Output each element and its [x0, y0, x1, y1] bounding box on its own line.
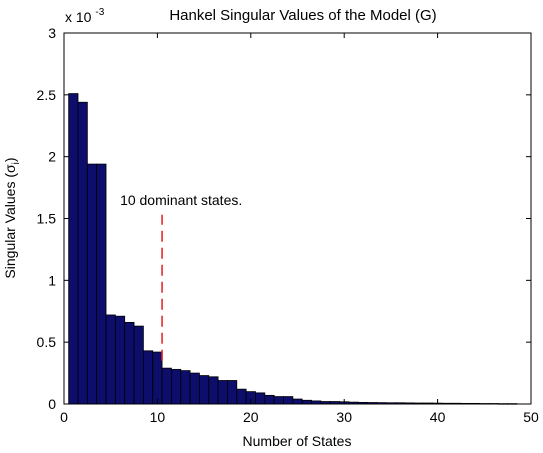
bar-15: [199, 375, 210, 405]
bar-18: [227, 380, 238, 405]
bar-7: [124, 321, 135, 405]
bar-21: [255, 392, 266, 405]
bar-10: [152, 351, 163, 405]
y-tick-label-1: 0.5: [37, 334, 57, 350]
x-tick-label-30: 30: [336, 409, 352, 425]
bar-12: [171, 368, 182, 405]
x-ticks-group: 0 10 20 30 40 50: [60, 33, 539, 425]
y-axis-label-main: Singular Values (σ: [2, 164, 18, 279]
bar-17: [217, 380, 228, 405]
bar-4: [96, 163, 107, 405]
bar-1: [68, 93, 79, 405]
bar-9: [142, 350, 154, 405]
y-axis-label: Singular Values (σi): [2, 157, 22, 278]
y-tick-label-3: 1.5: [37, 211, 57, 227]
bar-2: [77, 101, 88, 405]
bar-25: [292, 398, 303, 405]
bar-19: [236, 388, 247, 405]
x-tick-label-0: 0: [60, 409, 68, 425]
bar-14: [189, 372, 200, 405]
annotation-text: 10 dominant states.: [120, 192, 242, 208]
bar-23: [273, 396, 284, 405]
bar-26: [301, 399, 312, 405]
y-multiplier-base: x 10: [65, 9, 92, 25]
bars-group: [68, 93, 518, 405]
x-tick-label-40: 40: [430, 409, 446, 425]
y-tick-label-4: 2: [48, 149, 56, 165]
bar-24: [283, 396, 294, 405]
y-multiplier-exponent: -3: [95, 7, 104, 18]
y-axis-label-subscript: i: [11, 162, 22, 164]
bar-11: [161, 367, 172, 405]
bar-6: [114, 315, 126, 405]
chart-title: Hankel Singular Values of the Model (G): [169, 7, 436, 24]
bar-13: [180, 370, 191, 405]
annotation-group: 10 dominant states.: [120, 192, 242, 361]
y-ticks-group: 0 0.5 1 1.5 2 2.5 3: [37, 25, 531, 412]
y-tick-label-2: 1: [48, 272, 56, 288]
y-multiplier: x 10 -3: [65, 7, 105, 25]
y-tick-label-5: 2.5: [37, 87, 57, 103]
y-axis-label-close: ): [2, 157, 18, 162]
bar-22: [264, 394, 275, 405]
bar-3: [86, 163, 98, 405]
y-tick-label-6: 3: [48, 25, 56, 41]
y-tick-label-0: 0: [48, 396, 56, 412]
bar-5: [105, 314, 116, 405]
bar-8: [133, 325, 144, 405]
x-tick-label-50: 50: [523, 409, 539, 425]
x-tick-label-20: 20: [243, 409, 259, 425]
x-tick-label-10: 10: [150, 409, 166, 425]
x-axis-label: Number of States: [243, 433, 352, 449]
bar-16: [208, 376, 219, 405]
